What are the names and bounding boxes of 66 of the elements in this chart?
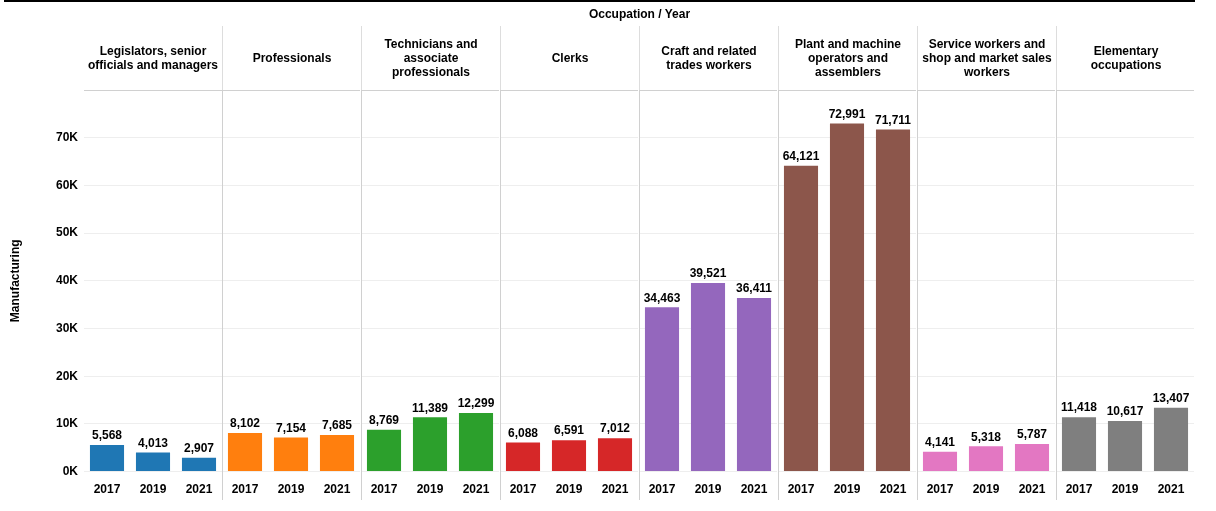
data-label: 6,591 bbox=[553, 423, 585, 438]
y-tick-label: 30K bbox=[55, 320, 79, 335]
data-label: 2,907 bbox=[183, 441, 215, 456]
x-tick-label: 2021 bbox=[1018, 482, 1046, 497]
data-label: 12,299 bbox=[457, 396, 495, 411]
y-axis-title: Manufacturing bbox=[7, 239, 22, 323]
data-label: 5,568 bbox=[91, 428, 123, 443]
x-tick-label: 2019 bbox=[833, 482, 861, 497]
x-tick-label: 2017 bbox=[926, 482, 954, 497]
chart-title: Service workers and shop and market sales workers bbox=[917, 26, 1056, 90]
data-label: 36,411 bbox=[735, 281, 773, 296]
x-tick-label: 2017 bbox=[787, 482, 815, 497]
x-tick-label: 2021 bbox=[1157, 482, 1185, 497]
data-label: 64,121 bbox=[782, 149, 820, 164]
chart-title: Clerks bbox=[500, 26, 639, 90]
x-tick-label: 2021 bbox=[601, 482, 629, 497]
chart-title: Craft and related trades workers bbox=[639, 26, 778, 90]
x-tick-label: 2021 bbox=[323, 482, 351, 497]
x-tick-label: 2019 bbox=[555, 482, 583, 497]
x-tick-label: 2021 bbox=[462, 482, 490, 497]
data-label: 11,418 bbox=[1060, 400, 1098, 415]
data-label: 10,617 bbox=[1106, 404, 1144, 419]
data-label: 8,769 bbox=[368, 413, 400, 428]
chart-title: Professionals bbox=[222, 26, 361, 90]
y-tick-label: 50K bbox=[55, 225, 79, 240]
y-tick-label: 10K bbox=[55, 416, 79, 431]
data-label: 71,711 bbox=[874, 112, 912, 127]
data-label: 8,102 bbox=[229, 416, 261, 431]
x-tick-label: 2021 bbox=[879, 482, 907, 497]
text: Occupation / Year bbox=[587, 6, 692, 23]
data-label: 4,141 bbox=[924, 435, 956, 450]
x-tick-label: 2019 bbox=[972, 482, 1000, 497]
x-tick-label: 2021 bbox=[740, 482, 768, 497]
x-tick-label: 2019 bbox=[1111, 482, 1139, 497]
data-label: 7,685 bbox=[321, 418, 353, 433]
data-label: 7,012 bbox=[599, 421, 631, 436]
chart-title: Elementary occupations bbox=[1056, 26, 1195, 90]
y-tick-label: 20K bbox=[55, 368, 79, 383]
x-tick-label: 2021 bbox=[185, 482, 213, 497]
data-label: 13,407 bbox=[1152, 390, 1190, 405]
x-tick-label: 2019 bbox=[277, 482, 305, 497]
y-tick-label: 0K bbox=[62, 463, 79, 478]
data-label: 6,088 bbox=[507, 425, 539, 440]
x-tick-label: 2019 bbox=[139, 482, 167, 497]
y-tick-label: 70K bbox=[55, 130, 79, 145]
x-tick-label: 2019 bbox=[694, 482, 722, 497]
x-tick-label: 2017 bbox=[93, 482, 121, 497]
data-label: 5,318 bbox=[970, 429, 1002, 444]
chart-title: Technicians and associate professionals bbox=[361, 26, 500, 90]
y-tick-label: 60K bbox=[55, 177, 79, 192]
x-tick-label: 2017 bbox=[648, 482, 676, 497]
x-tick-label: 2019 bbox=[416, 482, 444, 497]
x-tick-label: 2017 bbox=[1065, 482, 1093, 497]
chart-title: Plant and machine operators and assemblers bbox=[778, 26, 917, 90]
chart-title: Legislators, senior officials and managers bbox=[86, 43, 219, 74]
data-label: 39,521 bbox=[689, 266, 727, 281]
data-label: 34,463 bbox=[643, 290, 681, 305]
y-tick-label: 40K bbox=[55, 273, 79, 288]
data-label: 7,154 bbox=[275, 420, 307, 435]
data-label: 4,013 bbox=[137, 435, 169, 450]
x-tick-label: 2017 bbox=[509, 482, 537, 497]
data-label: 11,389 bbox=[411, 400, 449, 415]
x-tick-label: 2017 bbox=[231, 482, 259, 497]
x-tick-label: 2017 bbox=[370, 482, 398, 497]
data-label: 72,991 bbox=[828, 106, 866, 121]
data-label: 5,787 bbox=[1016, 427, 1048, 442]
